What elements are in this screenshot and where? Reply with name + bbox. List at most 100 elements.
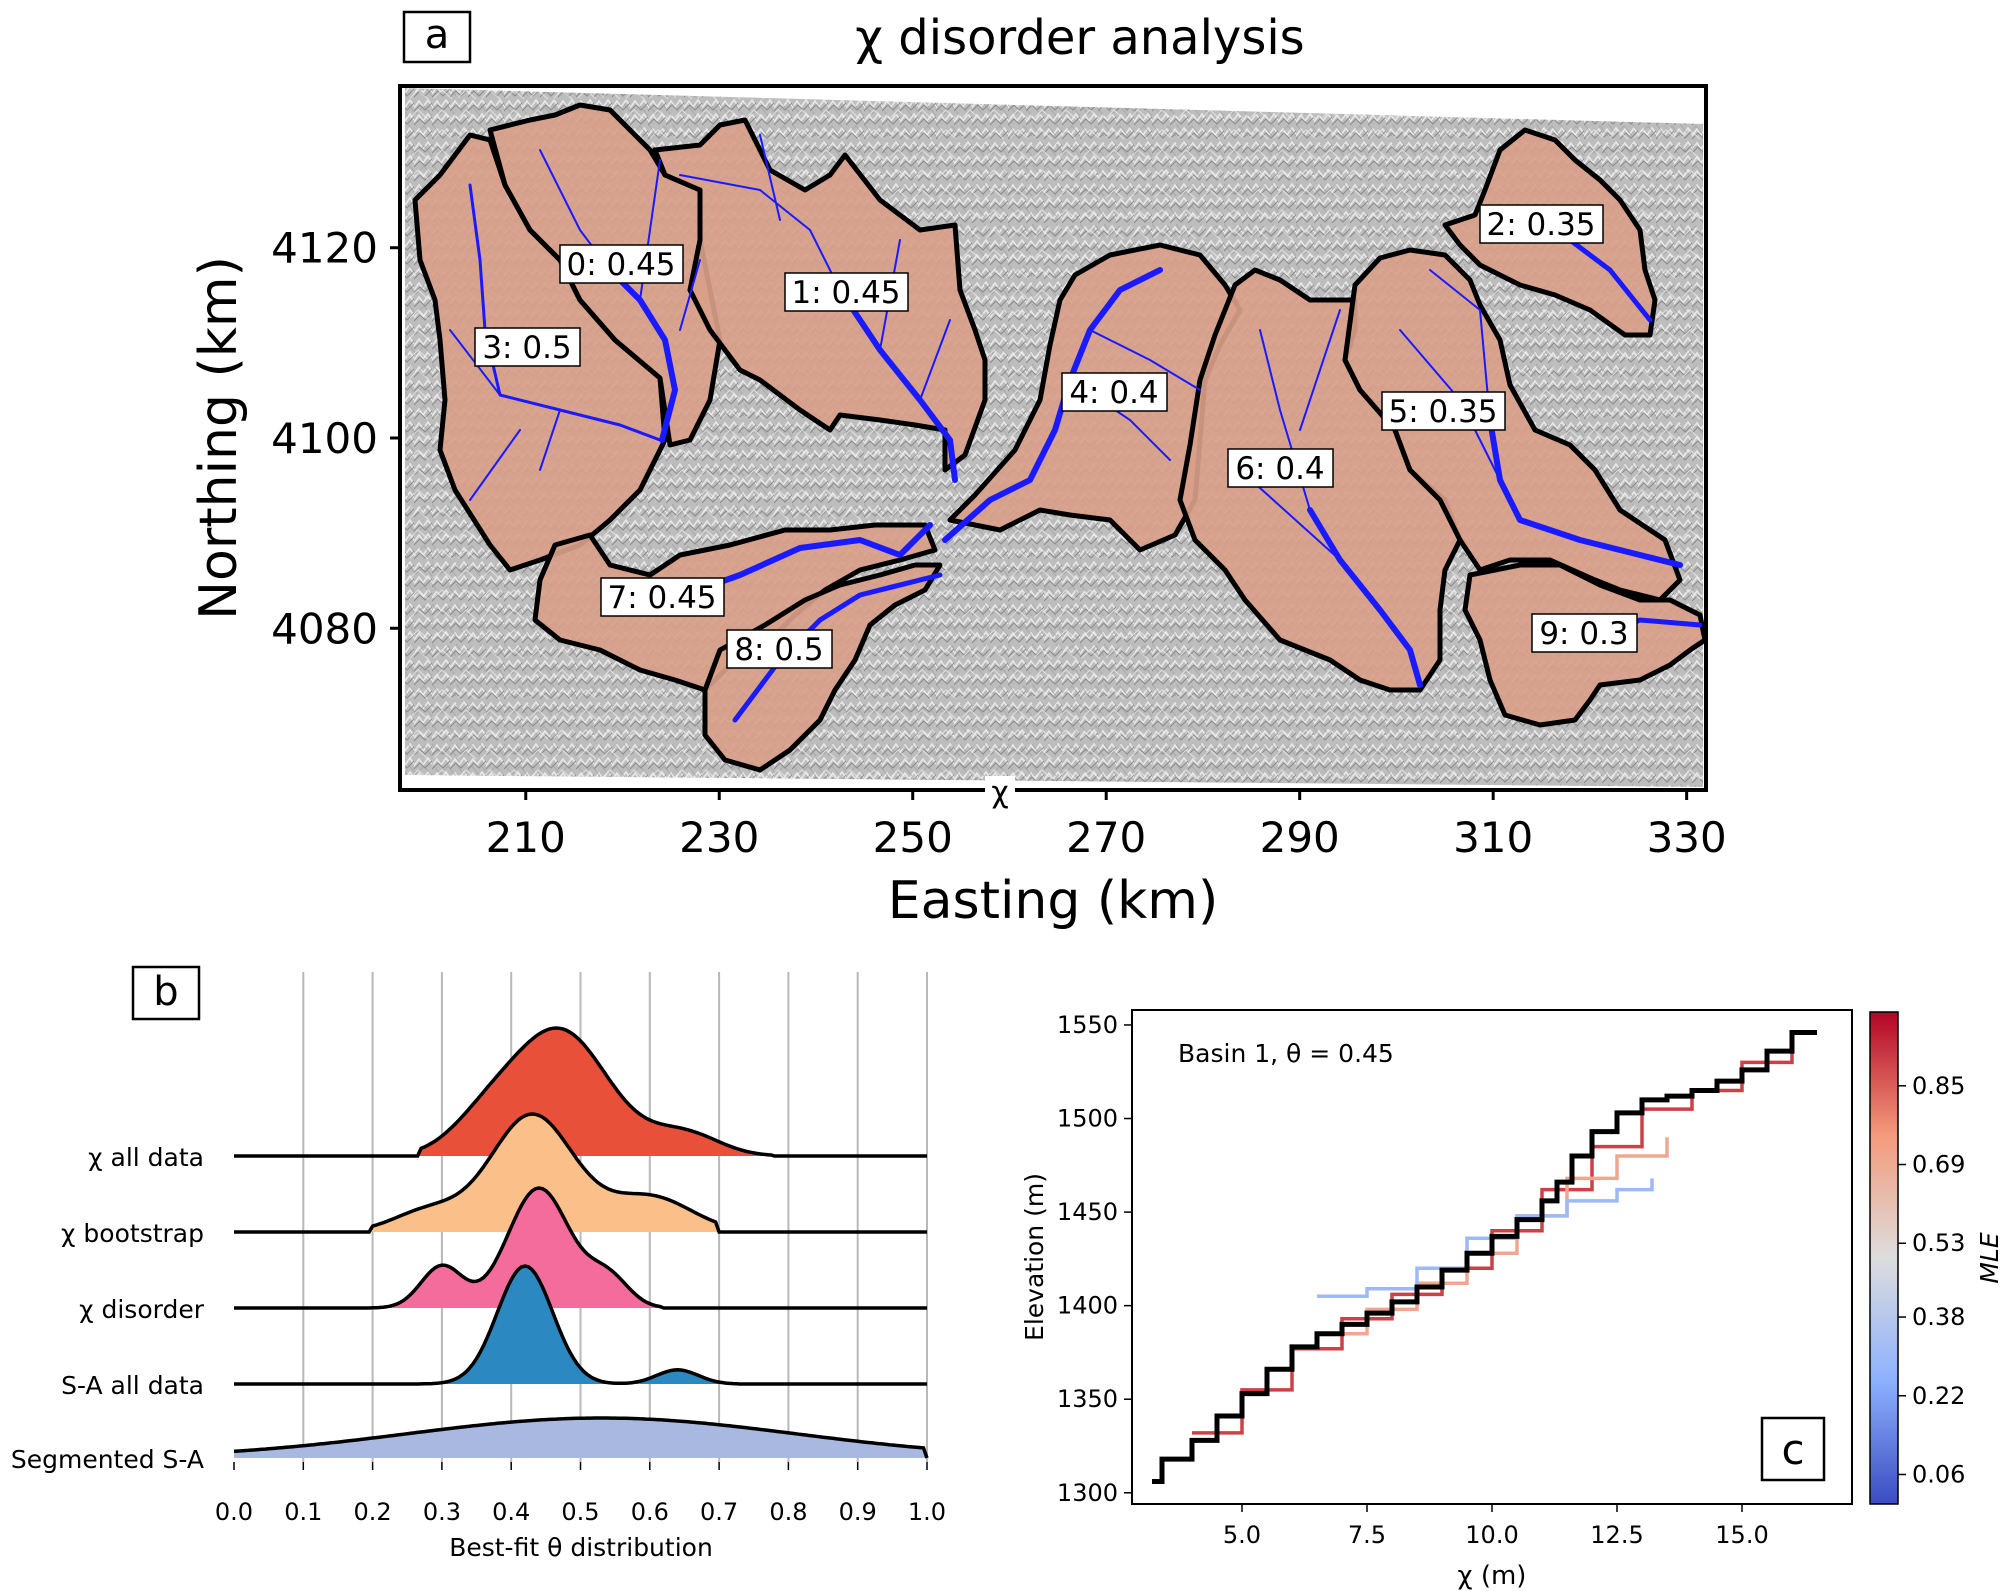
ridge-outline-2	[234, 1186, 927, 1310]
profile-y-tick-label: 1550	[1057, 1011, 1118, 1039]
profile-y-tick-label: 1350	[1057, 1385, 1118, 1413]
ridge-outline-3	[234, 1264, 927, 1386]
colorbar-tick-label: 0.06	[1912, 1460, 1965, 1488]
river-8	[732, 572, 943, 723]
panel-c: Basin 1, θ = 0.45 c 5.0 7.5 10.0 12.5 15.0 1…	[1020, 1009, 2004, 1591]
ridge-label-2: χ disorder	[79, 1295, 205, 1324]
river-1-trib	[679, 134, 951, 401]
colorbar	[1869, 1011, 1899, 1505]
panel-c-letter-box	[1760, 1416, 1826, 1482]
map-x-label: Easting (km)	[888, 871, 1218, 931]
panel-a: a χ disorder analysis	[189, 10, 1727, 931]
profile-x-tick-label: 7.5	[1348, 1521, 1386, 1549]
ridgeline-x-tick-label: 0.2	[354, 1498, 392, 1526]
chi-symbol-box	[985, 776, 1015, 810]
profile-x-tick-label: 10.0	[1465, 1521, 1518, 1549]
map-x-tick-label: 310	[1453, 813, 1533, 862]
map-x-tick-label: 230	[679, 813, 759, 862]
map-x-tick-label: 330	[1647, 813, 1727, 862]
ridgeline-series	[233, 1026, 929, 1459]
basin-label-0: 0: 0.45	[559, 244, 684, 284]
map-y-tick-label: 4100	[271, 414, 378, 463]
ridgeline-x-tick-label: 0.0	[215, 1498, 253, 1526]
profile-line-2	[1317, 1137, 1669, 1336]
profile-y-label: Elevation (m)	[1020, 1173, 1049, 1341]
profile-y-tick-label: 1450	[1057, 1198, 1118, 1226]
basin-label-4-text: 4: 0.4	[1069, 375, 1158, 411]
map-y-label: Northing (km)	[189, 256, 249, 620]
river-5	[1487, 417, 1683, 568]
panel-c-letter: c	[1781, 1425, 1804, 1474]
basin-label-8-text: 8: 0.5	[734, 632, 823, 668]
basin-label-2: 2: 0.35	[1479, 204, 1604, 244]
map-y-ticks: 4120 4100 4080	[271, 224, 400, 653]
ridge-label-3: S-A all data	[61, 1371, 204, 1400]
basin-label-3: 3: 0.5	[474, 327, 581, 367]
ridgeline-x-tick-label: 0.1	[284, 1498, 322, 1526]
basin-label-0-text: 0: 0.45	[566, 247, 675, 283]
ridgeline-x-label: Best-fit θ distribution	[449, 1533, 713, 1562]
panel-b: b χ all data χ bootstrap χ disorder S-A all…	[11, 965, 946, 1562]
basin-label-7-text: 7: 0.45	[607, 580, 716, 616]
map-area: 0: 0.45 1: 0.45 2: 0.35 3: 0.5 4: 0.4 5:…	[405, 88, 1706, 787]
profile-lines	[1152, 1029, 1817, 1485]
profile-y-tick-label: 1500	[1057, 1105, 1118, 1133]
ridge-label-4: Segmented S-A	[11, 1445, 204, 1474]
panel-b-letter-box	[131, 965, 201, 1021]
map-x-tick-label: 270	[1066, 813, 1146, 862]
profile-x-tick-label: 15.0	[1715, 1521, 1768, 1549]
ridgeline-x-tick-label: 0.5	[561, 1498, 599, 1526]
colorbar-tick-label: 0.53	[1912, 1229, 1965, 1257]
river-0	[607, 267, 678, 443]
ridge-label-1: χ bootstrap	[61, 1219, 204, 1248]
panel-a-letter: a	[425, 12, 450, 58]
ridgeline-x-tick-label: 1.0	[908, 1498, 946, 1526]
basin-label-5: 5: 0.35	[1381, 391, 1506, 431]
ridge-fill-1	[234, 1114, 927, 1232]
chi-symbol: χ	[991, 775, 1008, 810]
colorbar-label: MLE	[1975, 1232, 2004, 1283]
profile-annotation: Basin 1, θ = 0.45	[1178, 1039, 1394, 1068]
profile-x-tick-label: 5.0	[1223, 1521, 1261, 1549]
ridgeline-x-tick-label: 0.7	[700, 1498, 738, 1526]
colorbar-ticks: 0.06 0.22 0.38 0.53 0.69 0.85	[1898, 1072, 1965, 1488]
river-7	[667, 522, 933, 603]
basin-label-8: 8: 0.5	[726, 629, 833, 669]
basin-label-6: 6: 0.4	[1227, 448, 1334, 488]
ridge-fill-0	[234, 1028, 927, 1156]
basin-label-1: 1: 0.45	[784, 272, 909, 312]
basin-label-3-text: 3: 0.5	[482, 330, 571, 366]
ridgeline-x-tick-label: 0.8	[769, 1498, 807, 1526]
colorbar-tick-label: 0.85	[1912, 1072, 1965, 1100]
profile-y-tick-label: 1300	[1057, 1479, 1118, 1507]
profile-x-ticks: 5.0 7.5 10.0 12.5 15.0	[1223, 1504, 1769, 1549]
ridgeline-x-tick-label: 0.6	[631, 1498, 669, 1526]
panel-a-letter-box	[402, 10, 472, 64]
basin-label-1-text: 1: 0.45	[791, 275, 900, 311]
basin-5	[1342, 247, 1683, 603]
basin-label-9: 9: 0.3	[1531, 613, 1638, 653]
map-x-tick-label: 210	[486, 813, 566, 862]
profile-y-ticks: 1300 1350 1400 1450 1500 1550	[1057, 1011, 1132, 1507]
basin-labels: 0: 0.45 1: 0.45 2: 0.35 3: 0.5 4: 0.4 5:…	[474, 204, 1638, 669]
ridgeline-x-tick-label: 0.9	[839, 1498, 877, 1526]
panel-a-title: χ disorder analysis	[855, 10, 1304, 66]
colorbar-tick-label: 0.38	[1912, 1303, 1965, 1331]
profile-x-label: χ (m)	[1458, 1561, 1527, 1591]
profile-line-0	[1152, 1029, 1817, 1485]
river-6	[1307, 507, 1423, 688]
colorbar-tick-label: 0.69	[1912, 1151, 1965, 1179]
basin-label-4: 4: 0.4	[1061, 372, 1168, 412]
basin-7	[532, 522, 938, 693]
ridgeline-x-ticks: 0.0 0.1 0.2 0.3 0.4 0.5 0.6 0.7 0.8 0.9 1.0	[215, 1462, 946, 1526]
ridgeline-x-tick-label: 0.3	[423, 1498, 461, 1526]
colorbar-tick-label: 0.22	[1912, 1382, 1965, 1410]
ridgeline-labels: χ all data χ bootstrap χ disorder S-A all d…	[11, 1143, 205, 1474]
profile-y-tick-label: 1400	[1057, 1292, 1118, 1320]
ridge-label-0: χ all data	[88, 1143, 204, 1172]
map-y-tick-label: 4080	[271, 604, 378, 653]
map-x-tick-label: 250	[873, 813, 953, 862]
map-x-tick-label: 290	[1260, 813, 1340, 862]
basin-label-2-text: 2: 0.35	[1486, 207, 1595, 243]
basin-label-9-text: 9: 0.3	[1539, 616, 1628, 652]
